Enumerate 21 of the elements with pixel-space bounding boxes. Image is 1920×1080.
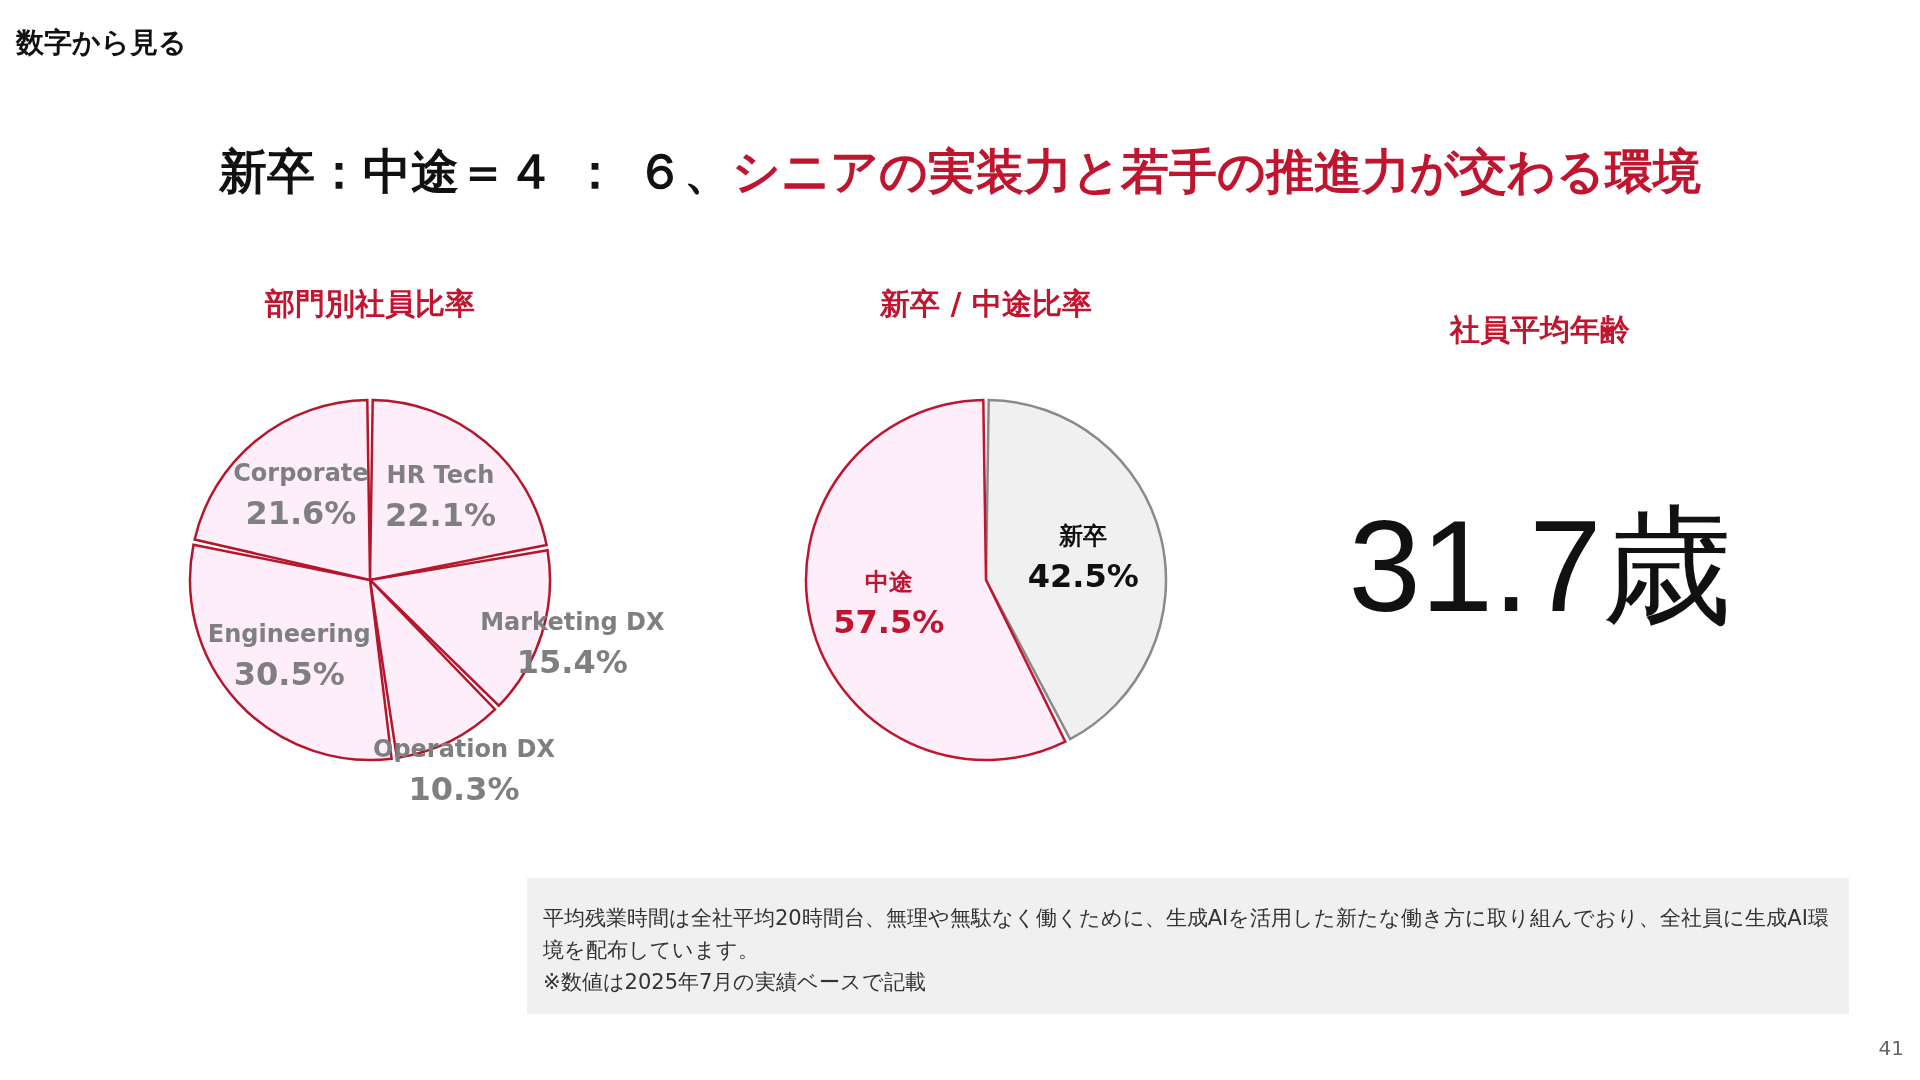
data-label: 57.5%: [833, 603, 945, 642]
slice-label: Engineering: [207, 619, 371, 648]
text: 31.7歳: [1347, 492, 1733, 641]
pie-slice: [984, 398, 1168, 741]
data-label: 30.5%: [233, 654, 345, 693]
chart-title: 部門別社員比率: [264, 286, 475, 321]
text: 新卒：中途＝４ ： ６、: [218, 143, 733, 199]
chart-title: 新卒 / 中途比率: [879, 286, 1092, 321]
slice-label: 中途: [864, 568, 913, 597]
data-label: 42.5%: [1027, 556, 1139, 595]
text: 数字から見る: [16, 25, 187, 61]
data-label: 10.3%: [408, 770, 520, 809]
data-label: 22.1%: [384, 495, 496, 534]
text: 41: [1878, 1036, 1904, 1060]
text: シニアの実装力と若手の推進力が交わる環境: [732, 143, 1702, 199]
slice-label: 新卒: [1058, 521, 1108, 550]
slice-label: HR Tech: [386, 460, 495, 489]
text: 社員平均年齢: [1448, 311, 1631, 349]
text: 平均残業時間は全社平均20時間台、無理や無駄なく働くために、生成AIを活用した新たな働き方に取り組んでおり、全社員に生成AI環境を配布しています。: [543, 905, 1830, 964]
data-label: 21.6%: [245, 494, 357, 533]
text: ※数値は2025年7月の実績ベースで記載: [543, 969, 928, 996]
